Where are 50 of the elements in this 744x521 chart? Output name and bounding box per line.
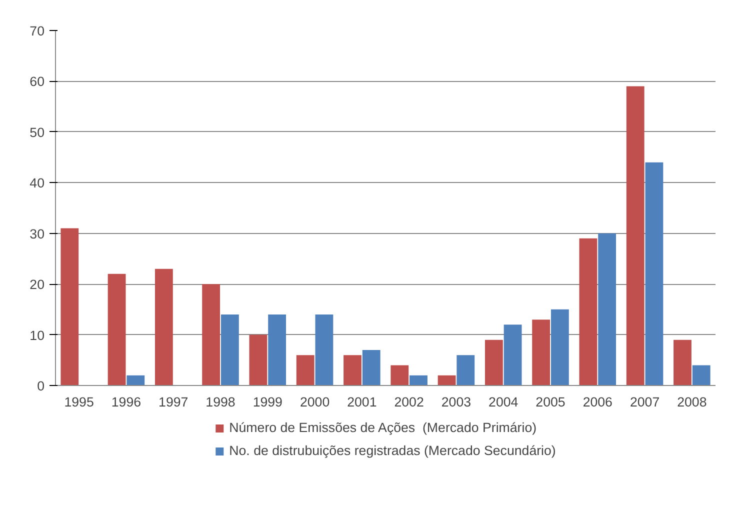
y-tick-label: 40 (30, 176, 45, 191)
y-tick-label: 30 (30, 226, 45, 242)
bar (598, 233, 616, 386)
bar (456, 355, 475, 386)
x-tick-label: 1996 (111, 394, 142, 410)
bar (626, 86, 644, 386)
bar (579, 238, 598, 386)
y-tick-label: 50 (30, 124, 45, 140)
y-tick-label: 60 (30, 74, 45, 90)
legend-label: No. de distrubuições registradas (Mercado Secundário) (229, 443, 556, 458)
x-tick-label: 1995 (64, 394, 94, 410)
x-tick-label: 2008 (677, 394, 707, 410)
x-tick-label: 1999 (252, 394, 282, 410)
x-tick-label: 1998 (206, 394, 236, 410)
legend-label: Número de Emissões de Ações (Mercado Primário) (229, 420, 537, 435)
bar (220, 314, 239, 386)
x-tick-label: 2003 (441, 394, 472, 410)
y-tick-label: 20 (30, 277, 45, 292)
x-tick-label: 2002 (394, 394, 424, 410)
bar (315, 314, 334, 386)
bar (268, 314, 286, 386)
bar (202, 284, 220, 386)
x-tick-label: 2001 (347, 394, 377, 410)
bar (550, 309, 569, 386)
bar (410, 375, 428, 386)
bar (390, 365, 409, 386)
bar (674, 340, 692, 386)
bar (126, 375, 145, 386)
bar (108, 274, 126, 386)
bar (154, 268, 173, 386)
bar (645, 162, 664, 386)
x-tick-label: 1997 (158, 394, 188, 410)
bar (438, 375, 456, 386)
y-tick-label: 10 (30, 328, 45, 343)
bar (692, 365, 710, 386)
bar (60, 228, 79, 386)
bar (362, 350, 380, 386)
x-tick-label: 2005 (536, 394, 566, 410)
x-tick-label: 2007 (630, 394, 660, 410)
y-tick-label: 70 (30, 24, 45, 38)
bar (344, 355, 362, 386)
y-tick-label: 0 (37, 378, 45, 394)
bar (504, 324, 522, 386)
x-tick-label: 2000 (300, 394, 330, 410)
bar (484, 340, 503, 386)
x-tick-label: 2006 (582, 394, 612, 410)
bar (296, 355, 314, 386)
bar (249, 334, 268, 386)
x-tick-label: 2004 (488, 394, 519, 410)
bar (532, 320, 550, 386)
